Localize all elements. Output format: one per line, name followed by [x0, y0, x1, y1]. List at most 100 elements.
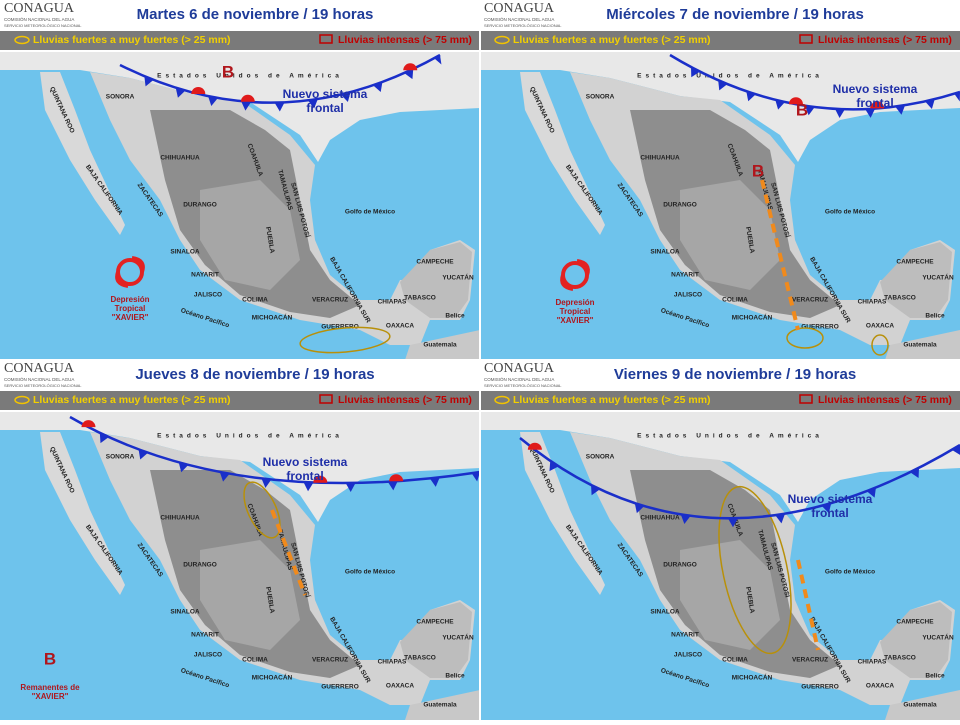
front-triangle [690, 66, 700, 78]
front-triangle [910, 467, 920, 479]
map-label: SINALOA [650, 249, 680, 256]
legend-moderate: Lluvias fuertes a muy fuertes (> 25 mm) [33, 394, 231, 406]
map-label: VERACRUZ [792, 657, 828, 664]
map-label: CHIHUAHUA [640, 515, 680, 522]
front-triangle [834, 108, 845, 119]
legend-symbol [14, 35, 30, 45]
rain-area [871, 334, 889, 356]
map-label: JALISCO [194, 292, 222, 299]
rain-area [786, 327, 824, 349]
legend-intense: Lluvias intensas (> 75 mm) [818, 34, 952, 46]
logo: CONAGUA [4, 1, 75, 16]
legend-symbol [799, 394, 813, 404]
map-label: SONORA [586, 94, 615, 101]
front-label: Nuevo sistema [283, 87, 368, 101]
storm-symbol [115, 256, 145, 288]
map-label: NAYARIT [191, 272, 219, 279]
front-semicircle [788, 97, 803, 105]
legend-intense: Lluvias intensas (> 75 mm) [338, 394, 472, 406]
front-label: Nuevo sistema [833, 82, 918, 96]
map-label: GUERRERO [321, 324, 359, 331]
front-triangle [404, 68, 414, 80]
map-label: YUCATÁN [922, 273, 954, 282]
front-triangle [775, 513, 786, 524]
map-label: SINALOA [170, 249, 200, 256]
map-label: YUCATÁN [922, 633, 954, 642]
front-triangle [895, 105, 906, 115]
map-label: PUEBLA [744, 586, 756, 614]
storm-label: Tropical [560, 307, 591, 316]
front-triangle [219, 471, 230, 482]
map-label: TABASCO [404, 295, 436, 302]
front-triangle [345, 482, 356, 492]
front-triangle [307, 98, 318, 109]
logo-sub: SERVICIO METEOROLÓGICO NACIONAL [484, 23, 562, 28]
front-triangle [866, 487, 876, 498]
basemap [0, 412, 480, 720]
logo-sub: SERVICIO METEOROLÓGICO NACIONAL [4, 23, 82, 28]
front-triangle [303, 481, 314, 492]
front-triangle [372, 81, 383, 93]
panel-title: Jueves 8 de noviembre / 19 horas [135, 366, 374, 383]
map-label: Guatemala [423, 702, 457, 709]
front-triangle [175, 87, 186, 98]
map-label: MICHOACÁN [732, 673, 773, 682]
legend-symbol [319, 34, 333, 44]
front-triangle [951, 445, 960, 455]
front-triangle [471, 472, 480, 482]
map-label: Estados Unidos de América [157, 433, 343, 440]
logo-sub: COMISIÓN NACIONAL DEL AGUA [4, 376, 74, 382]
map-label: PUEBLA [264, 586, 276, 614]
map-label: VERACRUZ [312, 297, 348, 304]
map-label: Estados Unidos de América [157, 73, 343, 80]
map-label: Guatemala [903, 342, 937, 349]
map-label: SONORA [106, 454, 135, 461]
front-semicircle [527, 442, 542, 450]
map-label: JALISCO [674, 652, 702, 659]
front-triangle [718, 80, 728, 91]
panel-title: Martes 6 de noviembre / 19 horas [137, 6, 374, 23]
front-label: Nuevo sistema [788, 492, 873, 506]
map-label: OAXACA [866, 683, 894, 690]
front-triangle [144, 76, 154, 87]
map-label: Guatemala [903, 702, 937, 709]
map-label: CAMPECHE [896, 619, 934, 626]
legend-moderate: Lluvias fuertes a muy fuertes (> 25 mm) [513, 34, 711, 46]
map-label: COLIMA [722, 297, 748, 304]
storm-label: Depresión [555, 298, 594, 307]
panel: Estados Unidos de América Golfo de México… [0, 360, 481, 720]
logo-sub: COMISIÓN NACIONAL DEL AGUA [484, 16, 554, 22]
legend-bar [0, 31, 480, 50]
map-label: SONORA [106, 94, 135, 101]
front-triangle [634, 503, 645, 514]
low-pressure: B [44, 649, 56, 668]
map-label: SONORA [586, 454, 615, 461]
storm-label: "XAVIER" [557, 316, 594, 325]
legend-symbol [799, 34, 813, 44]
map-label: CHIAPAS [858, 659, 887, 666]
logo: CONAGUA [484, 1, 555, 16]
low-pressure: B [796, 100, 808, 119]
map-label: COLIMA [242, 657, 268, 664]
logo-sub: COMISIÓN NACIONAL DEL AGUA [484, 376, 554, 382]
map-label: CAMPECHE [896, 259, 934, 266]
map-label: GUERRERO [801, 684, 839, 691]
front-semicircle [403, 63, 418, 71]
map-label: SINALOA [170, 609, 200, 616]
panel-title: Viernes 9 de noviembre / 19 horas [614, 366, 856, 383]
front-semicircle [313, 475, 328, 483]
map-label: COLIMA [242, 297, 268, 304]
map-label: CHIHUAHUA [160, 515, 200, 522]
map-label: CHIAPAS [858, 299, 887, 306]
trough [270, 509, 307, 596]
front-semicircle [240, 94, 255, 102]
map-label: DURANGO [183, 562, 217, 569]
map-label: YUCATÁN [442, 273, 474, 282]
front-triangle [261, 478, 272, 488]
map-label: Golfo de México [825, 569, 875, 576]
logo-sub: SERVICIO METEOROLÓGICO NACIONAL [4, 383, 82, 388]
map-label: CHIHUAHUA [640, 155, 680, 162]
trough [796, 559, 820, 651]
front-semicircle [389, 474, 404, 482]
map-label: SINALOA [650, 609, 680, 616]
